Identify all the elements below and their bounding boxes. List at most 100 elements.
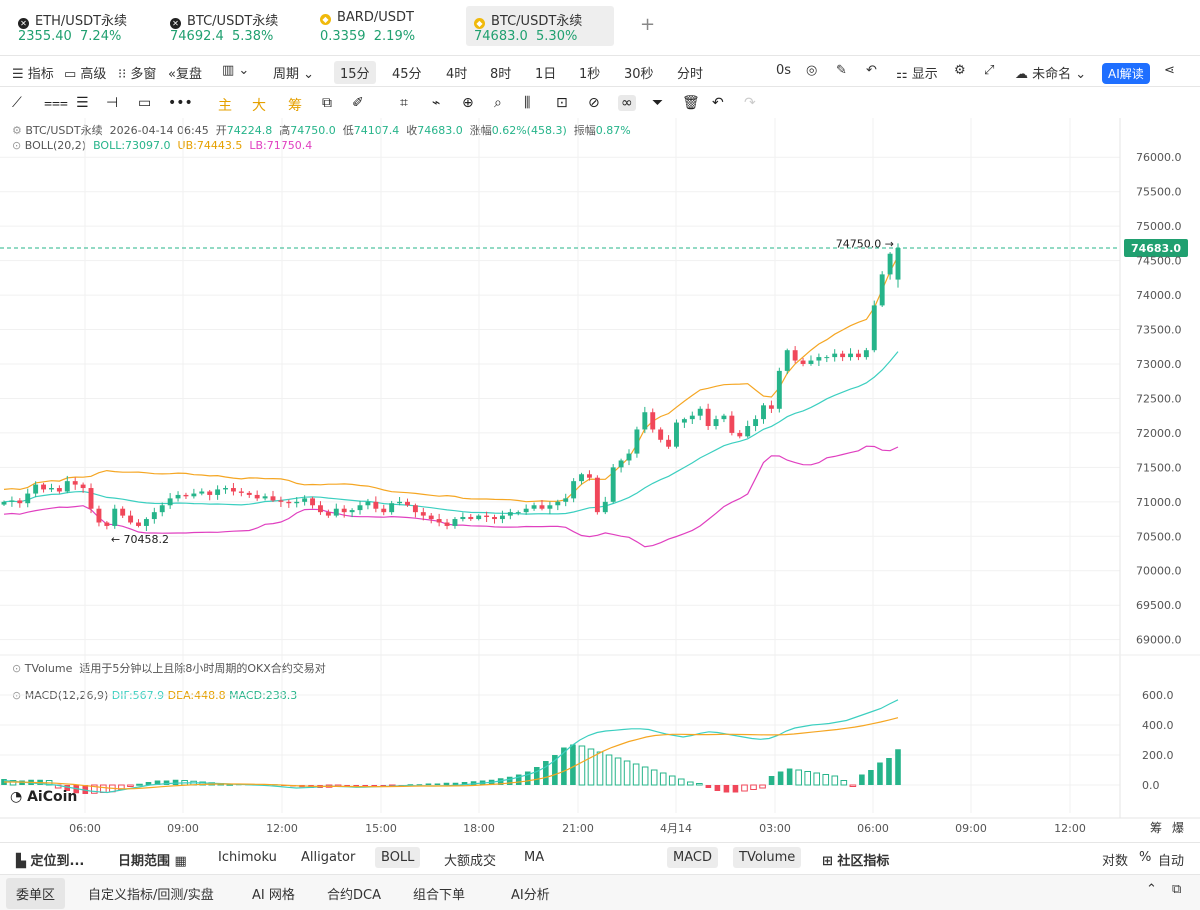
footer-tab-grid[interactable]: AI 网格 bbox=[252, 888, 295, 903]
chips-button[interactable]: 筹 bbox=[288, 98, 302, 114]
ticker-price: 0.3359 bbox=[320, 29, 366, 44]
ticker-tab-bard[interactable]: ◆ BARD/USDT 0.3359 2.19% bbox=[320, 10, 416, 44]
candle-body bbox=[737, 432, 743, 437]
filter-icon[interactable]: ⏷ bbox=[652, 95, 664, 111]
macd-histogram-bar bbox=[552, 755, 558, 785]
candle-body bbox=[341, 508, 347, 513]
magnet-icon[interactable]: ∞ bbox=[618, 95, 636, 111]
settings-icon[interactable]: ⚙ bbox=[954, 63, 966, 78]
delete-icon[interactable]: 🗑 bbox=[682, 95, 700, 111]
footer-tab-combo[interactable]: 组合下单 bbox=[413, 888, 466, 903]
interval-8h[interactable]: 8时 bbox=[490, 67, 512, 82]
ichimoku-button[interactable]: Ichimoku bbox=[218, 850, 277, 865]
date-range-button[interactable]: 日期范围 ▦ bbox=[118, 854, 187, 869]
macd-histogram-bar bbox=[407, 784, 414, 786]
candle-body bbox=[436, 519, 442, 523]
layout-dropdown[interactable]: ☁ 未命名 ⌄ bbox=[1015, 67, 1087, 82]
tool-icon-1[interactable]: ⧉ bbox=[322, 95, 332, 111]
candle-body bbox=[610, 467, 616, 502]
boll-button[interactable]: BOLL bbox=[375, 847, 421, 868]
undo-icon[interactable]: ↶ bbox=[866, 63, 877, 78]
locate-button[interactable]: ▙ 定位到... bbox=[16, 854, 85, 869]
tvolume-button[interactable]: TVolume bbox=[733, 847, 802, 868]
share-icon[interactable]: ⋖ bbox=[1164, 63, 1175, 78]
macd-tick-label: 200.0 bbox=[1142, 749, 1174, 762]
lock-icon[interactable]: ⊡ bbox=[556, 95, 568, 111]
ticker-tab-btc[interactable]: ✕ BTC/USDT永续 74692.4 5.38% bbox=[170, 14, 279, 44]
interval-1s[interactable]: 1秒 bbox=[579, 67, 601, 82]
collapse-icon[interactable]: ⊙ bbox=[12, 139, 22, 152]
footer-tab-orders[interactable]: 委单区 bbox=[6, 878, 66, 909]
main-force-button[interactable]: 主 bbox=[218, 98, 232, 114]
candle-body bbox=[310, 498, 316, 506]
add-tab-icon[interactable]: + bbox=[640, 14, 656, 35]
pen-icon[interactable]: ✎ bbox=[836, 63, 847, 78]
interval-30s[interactable]: 30秒 bbox=[624, 67, 654, 82]
fullscreen-icon[interactable]: ⤢ bbox=[984, 63, 995, 78]
macd-histogram-bar bbox=[136, 783, 143, 786]
rectangle-icon[interactable]: ▭ bbox=[138, 95, 152, 111]
macd-histogram-bar bbox=[859, 774, 865, 785]
hide-icon[interactable]: ⊘ bbox=[588, 95, 600, 111]
tool-icon-2[interactable]: ✐ bbox=[352, 95, 364, 111]
trendline-icon[interactable]: ⟋ bbox=[12, 95, 22, 111]
ruler-icon[interactable]: ⌁ bbox=[432, 95, 441, 111]
footer-tab-ai[interactable]: AI分析 bbox=[511, 888, 550, 903]
candle-tool-icon[interactable]: ⫼ bbox=[524, 95, 531, 111]
macd-histogram-bar bbox=[687, 781, 694, 786]
ticker-tab-btc-active[interactable]: ◆ BTC/USDT永续 74683.0 5.30% bbox=[466, 6, 614, 46]
candle-body bbox=[832, 353, 838, 358]
macd-button[interactable]: MACD bbox=[667, 847, 718, 868]
display-button[interactable]: ⚏ 显示 bbox=[896, 67, 938, 82]
multi-window-button[interactable]: ⁝⁝ 多窗 bbox=[118, 67, 157, 82]
ticker-price: 74683.0 bbox=[474, 29, 528, 44]
ma-button[interactable]: MA bbox=[524, 850, 545, 865]
undo-draw-icon[interactable]: ↶ bbox=[712, 95, 724, 111]
large-trade-button[interactable]: 大额成交 bbox=[444, 854, 497, 869]
interval-45m[interactable]: 45分 bbox=[392, 67, 422, 82]
community-indicators-button[interactable]: ⊞ 社区指标 bbox=[822, 854, 890, 869]
ai-interpret-button[interactable]: AI解读 bbox=[1102, 63, 1150, 84]
macd-histogram-bar bbox=[668, 775, 676, 786]
footer-tab-custom[interactable]: 自定义指标/回测/实盘 bbox=[88, 888, 214, 903]
advanced-button[interactable]: ▭ 高级 bbox=[64, 67, 107, 82]
percent-scale-button[interactable]: % bbox=[1139, 850, 1152, 865]
horizontal-ray-icon[interactable]: ⊣ bbox=[106, 95, 119, 111]
log-scale-button[interactable]: 对数 bbox=[1102, 854, 1129, 869]
brush-icon[interactable]: ⌕ bbox=[494, 95, 502, 111]
candle-body bbox=[270, 496, 276, 501]
interval-4h[interactable]: 4时 bbox=[446, 67, 468, 82]
candle-body bbox=[64, 481, 70, 492]
redo-draw-icon[interactable]: ↷ bbox=[744, 95, 756, 111]
period-dropdown[interactable]: 周期 ⌄ bbox=[273, 67, 315, 82]
indicators-button[interactable]: ☰ 指标 bbox=[12, 67, 54, 82]
macd-histogram-bar bbox=[623, 760, 631, 786]
time-tick-label: 12:00 bbox=[1054, 822, 1086, 835]
interval-15m[interactable]: 15分 bbox=[334, 61, 376, 84]
alligator-button[interactable]: Alligator bbox=[301, 850, 356, 865]
ticker-price: 2355.40 bbox=[18, 29, 72, 44]
zoom-in-icon[interactable]: ⊕ bbox=[462, 95, 474, 111]
tool-icon-3[interactable]: ⌗ bbox=[400, 95, 408, 111]
horizontal-lines-icon[interactable]: ☰ bbox=[76, 95, 89, 111]
camera-icon[interactable]: ◎ bbox=[806, 63, 818, 78]
popout-icon[interactable]: ⧉ bbox=[1172, 882, 1182, 897]
large-order-button[interactable]: 大 bbox=[252, 98, 266, 114]
macd-histogram-bar bbox=[741, 784, 748, 792]
candle-body bbox=[238, 491, 244, 493]
right-axis-label: 爆 bbox=[1172, 821, 1184, 835]
auto-scale-button[interactable]: 自动 bbox=[1158, 854, 1185, 869]
ticker-tab-eth[interactable]: ✕ ETH/USDT永续 2355.40 7.24% bbox=[18, 14, 128, 44]
more-tools-icon[interactable]: ••• bbox=[168, 95, 193, 111]
interval-timeline[interactable]: 分时 bbox=[677, 67, 704, 82]
chart-type-icon[interactable]: ▥ ⌄ bbox=[222, 63, 250, 78]
macd-tick-label: 400.0 bbox=[1142, 719, 1174, 732]
replay-button[interactable]: «复盘 bbox=[168, 67, 202, 82]
footer-tab-dca[interactable]: 合约DCA bbox=[327, 888, 381, 903]
macd-histogram-bar bbox=[371, 785, 378, 787]
price-chart[interactable]: 74683.0 74750.0 → ← 70458.2 76000.0 75500.0… bbox=[0, 118, 1200, 842]
interval-1d[interactable]: 1日 bbox=[535, 67, 557, 82]
collapse-up-icon[interactable]: ⌃ bbox=[1146, 882, 1157, 897]
candle-body bbox=[753, 419, 759, 427]
parallel-lines-icon[interactable]: ⩶ bbox=[44, 95, 68, 111]
